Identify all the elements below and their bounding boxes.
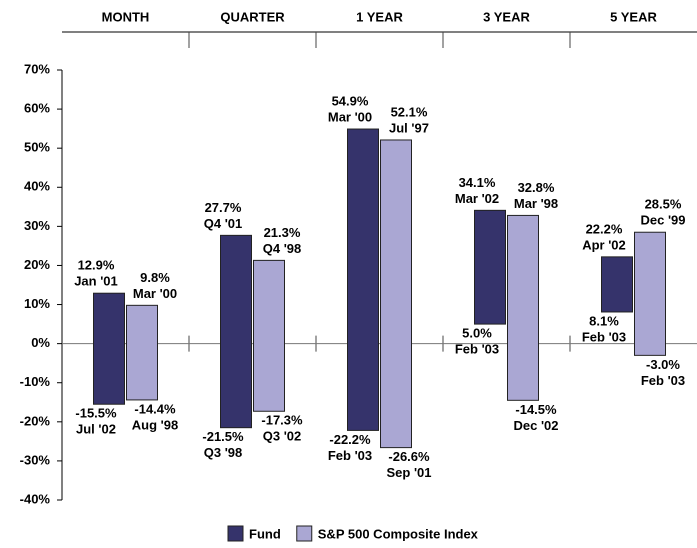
y-tick-label: 0% [31, 335, 50, 350]
low-date-label: Feb '03 [328, 448, 372, 463]
low-value-label: -21.5% [202, 429, 244, 444]
category-label: 5 YEAR [610, 9, 657, 24]
y-tick-label: 40% [24, 179, 50, 194]
high-value-label: 21.3% [264, 225, 301, 240]
low-value-label: -15.5% [75, 406, 117, 421]
category-label: QUARTER [220, 9, 285, 24]
legend-swatch [296, 525, 313, 542]
range-bar [253, 259, 285, 412]
high-date-label: Mar '00 [133, 286, 177, 301]
legend-label: Fund [249, 526, 281, 541]
range-bar [634, 231, 666, 356]
high-date-label: Jan '01 [74, 274, 118, 289]
low-value-label: -22.2% [329, 432, 371, 447]
range-bar [507, 214, 539, 401]
high-value-label: 34.1% [459, 175, 496, 190]
low-date-label: Feb '03 [641, 373, 685, 388]
y-tick-label: 20% [24, 257, 50, 272]
range-bar [601, 256, 633, 313]
low-value-label: 5.0% [462, 326, 492, 341]
category-label: 1 YEAR [356, 9, 403, 24]
high-value-label: 27.7% [205, 200, 242, 215]
high-date-label: Apr '02 [582, 237, 626, 252]
range-bar [474, 209, 506, 325]
low-value-label: -14.5% [515, 402, 557, 417]
range-bar [93, 292, 125, 405]
high-date-label: Mar '02 [455, 191, 499, 206]
low-value-label: -3.0% [646, 357, 680, 372]
low-date-label: Sep '01 [386, 465, 431, 480]
y-tick-label: 50% [24, 140, 50, 155]
low-value-label: -14.4% [134, 401, 176, 416]
y-tick-label: 10% [24, 296, 50, 311]
high-date-label: Mar '98 [514, 196, 558, 211]
low-date-label: Feb '03 [582, 329, 626, 344]
range-bar [126, 304, 158, 401]
y-tick-label: 60% [24, 101, 50, 116]
high-date-label: Mar '00 [328, 109, 372, 124]
high-date-label: Q4 '98 [263, 241, 302, 256]
range-bar [380, 139, 412, 449]
low-date-label: Q3 '02 [263, 429, 302, 444]
low-value-label: 8.1% [589, 313, 619, 328]
high-value-label: 12.9% [78, 258, 115, 273]
category-label: 3 YEAR [483, 9, 530, 24]
y-tick-label: 70% [24, 61, 50, 76]
high-value-label: 9.8% [140, 270, 170, 285]
high-date-label: Q4 '01 [204, 216, 243, 231]
high-value-label: 22.2% [586, 221, 623, 236]
y-tick-label: -20% [20, 413, 51, 428]
low-date-label: Jul '02 [76, 422, 116, 437]
high-value-label: 54.9% [332, 93, 369, 108]
y-tick-label: -10% [20, 374, 51, 389]
low-date-label: Aug '98 [132, 417, 178, 432]
high-date-label: Dec '99 [640, 213, 685, 228]
low-date-label: Feb '03 [455, 342, 499, 357]
high-value-label: 52.1% [391, 104, 428, 119]
legend-label: S&P 500 Composite Index [318, 526, 479, 541]
y-tick-label: 30% [24, 218, 50, 233]
low-value-label: -26.6% [388, 449, 430, 464]
low-date-label: Dec '02 [513, 418, 558, 433]
category-label: MONTH [102, 9, 150, 24]
legend-swatch [227, 525, 244, 542]
low-date-label: Q3 '98 [204, 445, 243, 460]
low-value-label: -17.3% [261, 413, 303, 428]
y-tick-label: -40% [20, 491, 51, 506]
high-value-label: 28.5% [645, 197, 682, 212]
range-bar [347, 128, 379, 431]
high-date-label: Jul '97 [389, 120, 429, 135]
y-tick-label: -30% [20, 452, 51, 467]
high-value-label: 32.8% [518, 180, 555, 195]
range-bar [220, 234, 252, 429]
